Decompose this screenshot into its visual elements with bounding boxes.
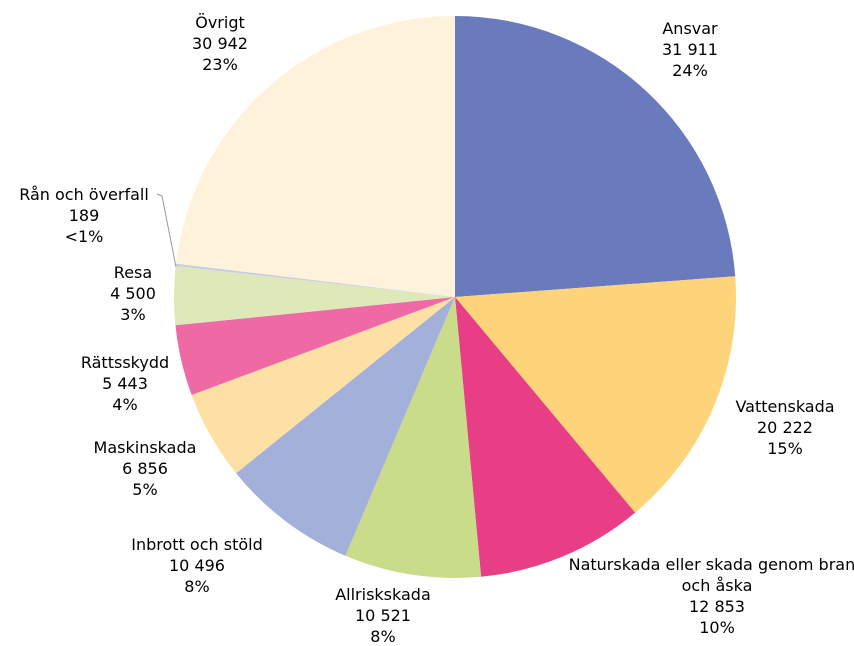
pie-slice	[175, 297, 455, 395]
label-name: Inbrott och stöld	[131, 535, 263, 554]
label-value: 10 496	[169, 556, 225, 575]
label-name: Rättsskydd	[80, 353, 170, 372]
label-value: 4 500	[110, 284, 156, 303]
leader-line	[156, 193, 177, 268]
label-percent: 10%	[699, 618, 735, 637]
label-name: Rån och överfall	[19, 185, 149, 204]
label-percent: 8%	[184, 577, 210, 596]
label-value: 10 521	[355, 606, 411, 625]
label-percent: 15%	[767, 439, 803, 458]
label-name: Vattenskada	[735, 397, 835, 416]
label-name: Övrigt	[195, 13, 245, 32]
label-name: Maskinskada	[93, 438, 197, 457]
label-percent: <1%	[64, 227, 104, 246]
label-percent: 5%	[132, 480, 158, 499]
data-label: Övrigt 30 942 23%	[120, 12, 320, 75]
data-label: Resa 4 500 3%	[33, 262, 233, 325]
label-value: 5 443	[102, 374, 148, 393]
pie-slice	[455, 276, 736, 513]
data-label: Rättsskydd 5 443 4%	[25, 352, 225, 415]
label-value: 6 856	[122, 459, 168, 478]
label-value: 189	[68, 206, 100, 225]
label-name: Ansvar	[662, 19, 718, 38]
label-name: Allriskskada	[335, 585, 431, 604]
data-label: Ansvar 31 911 24%	[590, 18, 790, 81]
label-percent: 4%	[112, 395, 138, 414]
pie-slice	[345, 297, 482, 579]
label-percent: 3%	[120, 305, 146, 324]
pie-slice	[455, 297, 636, 577]
pie-slice	[455, 16, 736, 297]
pie-slice	[191, 297, 455, 474]
data-label: Inbrott och stöld 10 496 8%	[97, 534, 297, 597]
data-label: Naturskada eller skada genom brand och å…	[567, 554, 854, 638]
pie-slice	[175, 16, 455, 297]
data-label: Maskinskada 6 856 5%	[45, 437, 245, 500]
label-percent: 23%	[202, 55, 238, 74]
pie-slice	[174, 266, 456, 326]
label-value: 20 222	[757, 418, 813, 437]
data-label: Allriskskada 10 521 8%	[283, 584, 483, 646]
label-percent: 24%	[672, 61, 708, 80]
pie-slice	[175, 263, 456, 297]
label-percent: 8%	[370, 627, 396, 646]
data-label: Vattenskada 20 222 15%	[685, 396, 854, 459]
label-value: 31 911	[662, 40, 718, 59]
label-value: 30 942	[192, 34, 248, 53]
data-label: Rån och överfall 189 <1%	[0, 184, 184, 247]
label-name: Naturskada eller skada genom brand och å…	[568, 555, 854, 595]
label-name: Resa	[113, 263, 153, 282]
label-value: 12 853	[689, 597, 745, 616]
pie-slice	[236, 297, 455, 556]
